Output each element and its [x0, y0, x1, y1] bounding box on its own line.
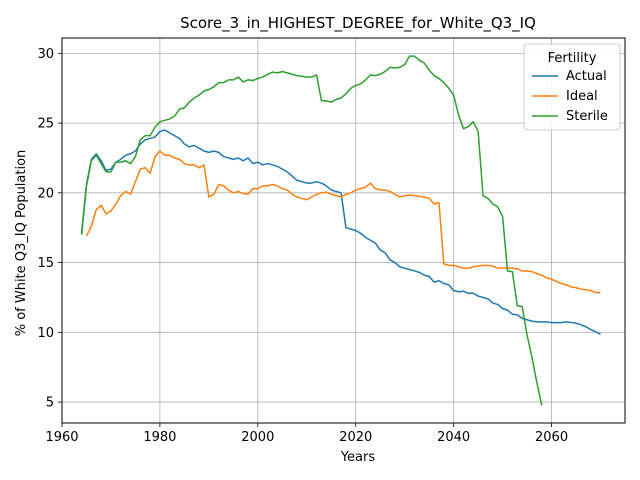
x-tick-label: 2020	[339, 430, 372, 445]
series-line-ideal	[85, 150, 601, 294]
y-tick-label: 5	[46, 396, 54, 411]
x-axis-label: Years	[340, 450, 376, 465]
x-tick-label: 1980	[143, 430, 176, 445]
series-line-sterile	[80, 55, 543, 406]
y-tick-label: 20	[37, 186, 54, 201]
x-tick-label: 2040	[437, 430, 470, 445]
legend-entry-actual: Actual	[566, 69, 607, 84]
legend-entry-sterile: Sterile	[566, 109, 608, 124]
y-tick-label: 10	[37, 326, 54, 341]
y-axis-label: % of White Q3_IQ Population	[14, 150, 29, 337]
y-tick-label: 25	[37, 117, 54, 132]
legend-title: Fertility	[548, 51, 597, 66]
chart-title: Score_3_in_HIGHEST_DEGREE_for_White_Q3_I…	[180, 14, 536, 33]
x-tick-label: 2060	[535, 430, 568, 445]
legend: Fertility Actual Ideal Sterile	[523, 43, 621, 131]
axes-frame	[61, 37, 626, 424]
legend-box	[523, 43, 621, 131]
series-line-actual	[80, 129, 601, 336]
legend-entry-ideal: Ideal	[566, 89, 598, 104]
y-tick-label: 15	[37, 256, 54, 271]
y-axis: 5 10 15 20 25 30	[37, 47, 62, 411]
y-tick-label: 30	[37, 47, 54, 62]
x-tick-label: 1960	[45, 430, 78, 445]
x-tick-label: 2000	[241, 430, 274, 445]
plot-area	[80, 55, 601, 406]
x-axis: 1960 1980 2000 2020 2040 2060	[45, 423, 568, 445]
